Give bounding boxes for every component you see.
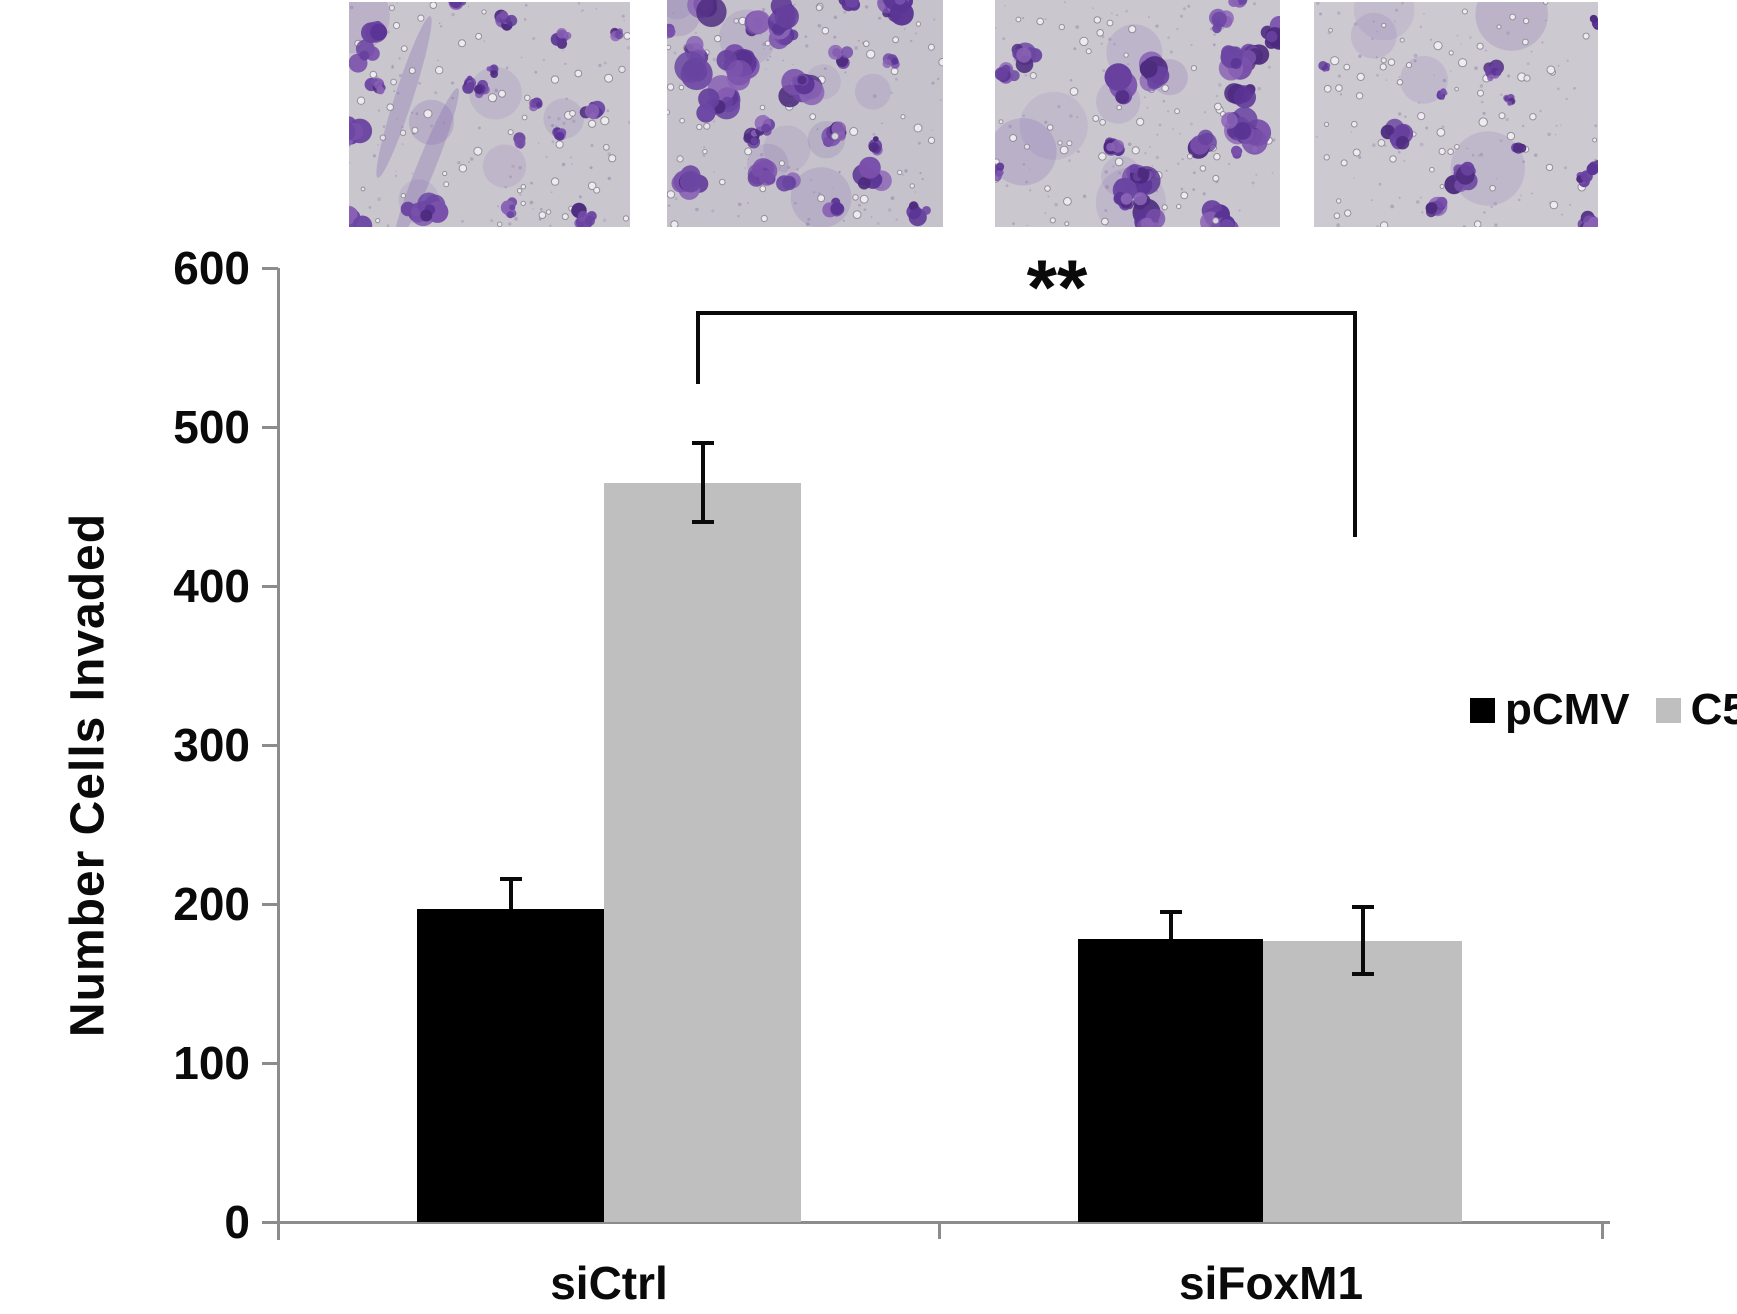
bar-siCtrl-pCMV (417, 908, 604, 1222)
micrograph-3-image (995, 0, 1280, 227)
y-tick-mark-100 (262, 1061, 278, 1065)
y-tick-mark-200 (262, 902, 278, 906)
y-tick-label-300: 300 (173, 719, 250, 771)
micrograph-panel-2 (667, 0, 943, 227)
x-category-label-sifoxm1: siFoxM1 (1178, 1257, 1364, 1309)
error-bar-cap-top (499, 876, 522, 881)
legend-label-pcmv: pCMV (1505, 685, 1630, 734)
micrograph-1-image (349, 2, 630, 227)
significance-bracket-left (696, 311, 700, 384)
y-tick-label-400: 400 (173, 560, 250, 612)
bar-siFoxM1-pCMV (1078, 938, 1263, 1222)
legend-item-c5: C5 (1655, 685, 1737, 734)
x-category-label-sictrl: siCtrl (550, 1257, 668, 1309)
error-bar-siFoxM1-C5 (1360, 907, 1365, 974)
y-tick-mark-0 (262, 1220, 278, 1224)
x-tick-mark-0 (276, 1222, 280, 1239)
micrograph-2-image (667, 0, 943, 227)
y-tick-label-100: 100 (173, 1037, 250, 1089)
legend: pCMV C5 (1470, 688, 1737, 732)
y-tick-mark-300 (262, 743, 278, 747)
y-tick-label-0: 0 (224, 1196, 250, 1248)
legend-label-c5: C5 (1690, 685, 1737, 734)
micrograph-panel-3 (995, 0, 1280, 227)
significance-bracket-top (696, 311, 1357, 315)
error-bar-siCtrl-pCMV (508, 878, 513, 909)
x-tick-mark-1 (937, 1222, 941, 1239)
error-bar-siFoxM1-pCMV (1168, 911, 1173, 939)
significance-stars: ** (1026, 243, 1088, 331)
x-tick-mark-2 (1600, 1222, 1604, 1239)
y-tick-mark-500 (262, 425, 278, 429)
y-tick-mark-400 (262, 584, 278, 588)
significance-bracket-right (1353, 311, 1357, 537)
error-bar-cap-top (691, 440, 714, 445)
y-tick-label-600: 600 (173, 242, 250, 294)
bar-siFoxM1-C5 (1263, 940, 1462, 1222)
bar-siCtrl-C5 (604, 482, 801, 1222)
error-bar-cap-bottom (691, 520, 714, 525)
y-tick-label-500: 500 (173, 401, 250, 453)
error-bar-cap-bottom (1351, 971, 1374, 976)
legend-item-pcmv: pCMV (1470, 688, 1630, 732)
legend-swatch-pcmv (1470, 697, 1495, 723)
micrograph-panel-1 (349, 2, 630, 227)
legend-swatch-c5 (1655, 697, 1681, 723)
error-bar-cap-top (1159, 909, 1182, 914)
x-axis-line (277, 1221, 1610, 1224)
y-tick-label-200: 200 (173, 878, 250, 930)
error-bar-siCtrl-C5 (700, 442, 705, 523)
y-axis-line (277, 268, 280, 1240)
error-bar-cap-top (1351, 905, 1374, 910)
micrograph-4-image (1314, 2, 1598, 227)
y-tick-mark-600 (262, 266, 278, 270)
micrograph-panel-4 (1314, 2, 1598, 227)
